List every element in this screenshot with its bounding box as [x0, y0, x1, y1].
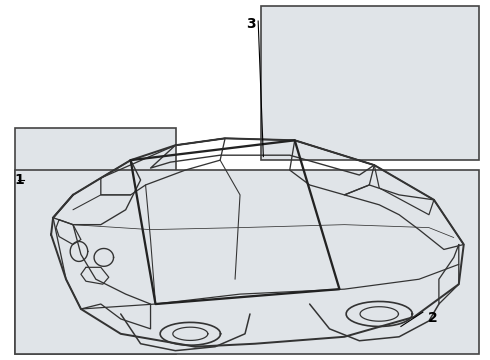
Text: 1: 1 — [15, 173, 24, 187]
Bar — [15, 170, 479, 354]
Text: 2: 2 — [428, 311, 438, 324]
Bar — [15, 129, 176, 354]
Bar — [261, 6, 479, 160]
Text: 3: 3 — [246, 18, 256, 31]
